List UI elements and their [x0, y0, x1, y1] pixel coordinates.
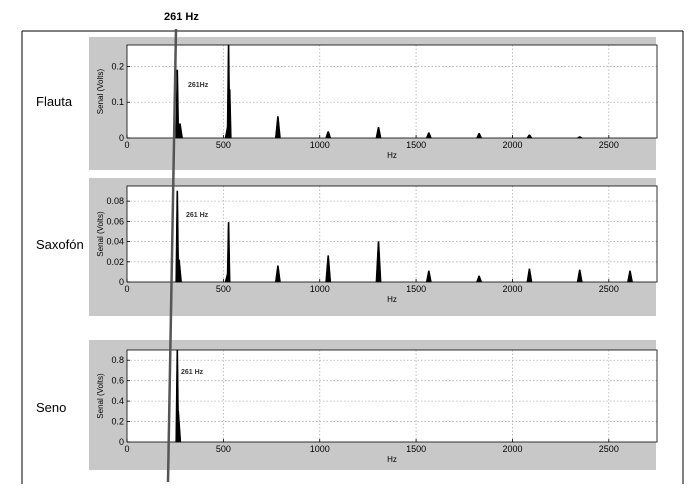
- peak-annotation: 261 Hz: [181, 369, 204, 376]
- x-tick-label: 2000: [502, 284, 522, 294]
- plot-axes-box: [126, 185, 658, 283]
- y-tick-label: 0: [119, 437, 124, 447]
- plot-area: [127, 350, 657, 442]
- row-label: Flauta: [36, 94, 73, 109]
- x-axis-label: Hz: [387, 295, 397, 304]
- y-tick-label: 0.04: [106, 237, 124, 247]
- y-tick-label: 0.8: [111, 355, 124, 365]
- x-axis-label: Hz: [387, 455, 397, 464]
- x-tick-label: 500: [216, 284, 231, 294]
- y-tick-label: 0.1: [111, 97, 124, 107]
- chart-panel-0: 0 500 1000 1500 2000 2500 0 0.1 0.2 Hz Senal (Volt…: [36, 37, 658, 170]
- x-axis-label: Hz: [387, 151, 397, 160]
- y-tick-label: 0.06: [106, 216, 124, 226]
- plot-axes-box: [126, 44, 658, 139]
- plot-area: [127, 186, 657, 282]
- x-tick-label: 2500: [599, 140, 619, 150]
- row-label: Seno: [36, 400, 66, 415]
- x-tick-label: 1500: [406, 444, 426, 454]
- x-tick-label: 1000: [310, 444, 330, 454]
- x-tick-label: 0: [124, 284, 129, 294]
- x-tick-label: 2500: [599, 444, 619, 454]
- row-label: Saxofón: [36, 237, 84, 252]
- x-tick-label: 0: [124, 444, 129, 454]
- y-tick-label: 0.6: [111, 376, 124, 386]
- y-axis-label: Senal (Volts): [96, 68, 105, 114]
- x-tick-label: 2000: [502, 140, 522, 150]
- y-tick-label: 0.02: [106, 257, 124, 267]
- chart-panel-2: 0 500 1000 1500 2000 2500 0 0.2 0.4 0.6 0.8 Hz Senal…: [36, 340, 658, 470]
- peak-annotation: 261 Hz: [186, 212, 209, 219]
- plot-area: [127, 45, 657, 138]
- x-tick-label: 0: [124, 140, 129, 150]
- frequency-marker-label: 261 Hz: [164, 11, 199, 23]
- y-axis-label: Senal (Volts): [96, 211, 105, 257]
- y-tick-label: 0: [119, 277, 124, 287]
- x-tick-label: 2500: [599, 284, 619, 294]
- x-tick-label: 1000: [310, 140, 330, 150]
- x-tick-label: 1000: [310, 284, 330, 294]
- y-tick-label: 0.2: [111, 61, 124, 71]
- y-tick-label: 0.4: [111, 396, 124, 406]
- y-axis-label: Senal (Volts): [96, 373, 105, 419]
- x-tick-label: 500: [216, 140, 231, 150]
- y-tick-label: 0: [119, 133, 124, 143]
- plot-axes-box: [126, 349, 658, 443]
- frequency-marker-line: [166, 28, 178, 483]
- x-tick-label: 500: [216, 444, 231, 454]
- x-tick-label: 1500: [406, 284, 426, 294]
- peak-annotation: 261Hz: [188, 82, 209, 89]
- y-tick-label: 0.08: [106, 196, 124, 206]
- x-tick-label: 2000: [502, 444, 522, 454]
- y-tick-label: 0.2: [111, 417, 124, 427]
- x-tick-label: 1500: [406, 140, 426, 150]
- chart-panel-1: 0 500 1000 1500 2000 2500 0 0.02 0.04 0.06 0.08 Hz S…: [36, 178, 658, 316]
